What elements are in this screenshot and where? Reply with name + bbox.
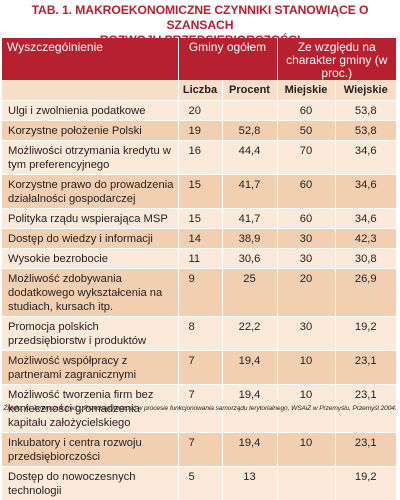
row-urban: 30 — [277, 229, 335, 249]
row-urban: 20 — [277, 269, 335, 317]
table-row: Inkubatory i centra rozwoju przedsiębior… — [2, 433, 396, 467]
data-table: Wyszczególnienie Gminy ogółem Ze względu… — [2, 38, 396, 500]
row-count: 9 — [178, 269, 222, 317]
row-rural: 34,6 — [335, 141, 396, 175]
row-urban: 60 — [277, 209, 335, 229]
row-count: 14 — [178, 229, 222, 249]
table-row: Możliwości otrzymania kredytu w tym pref… — [2, 141, 396, 175]
table-row: Możliwość zdobywania dodatkowego wykszta… — [2, 269, 396, 317]
row-urban: 30 — [277, 317, 335, 351]
row-percent: 38,9 — [222, 229, 277, 249]
row-count: 5 — [178, 467, 222, 500]
header-ze-wzgledu-na-charakter: Ze względu na charakter gminy (w proc.) — [277, 38, 396, 80]
row-percent: 19,4 — [222, 351, 277, 385]
row-rural: 23,1 — [335, 433, 396, 467]
row-percent: 44,4 — [222, 141, 277, 175]
row-count: 8 — [178, 317, 222, 351]
row-count: 20 — [178, 101, 222, 121]
subheader-miejskie: Miejskie — [277, 80, 335, 101]
table-row: Korzystne położenie Polski 19 52,8 50 53… — [2, 121, 396, 141]
row-rural: 23,1 — [335, 351, 396, 385]
row-urban: 30 — [277, 249, 335, 269]
table-row: Możliwość współpracy z partnerami zagran… — [2, 351, 396, 385]
row-label: Możliwość współpracy z partnerami zagran… — [2, 351, 178, 385]
row-urban: 70 — [277, 141, 335, 175]
row-rural: 42,3 — [335, 229, 396, 249]
row-urban: 10 — [277, 351, 335, 385]
row-rural: 26,9 — [335, 269, 396, 317]
row-count: 11 — [178, 249, 222, 269]
table-title-line-1: TAB. 1. MAKROEKONOMICZNE CZYNNIKI STANOW… — [0, 3, 400, 33]
row-percent: 13 — [222, 467, 277, 500]
row-label: Wysokie bezrobocie — [2, 249, 178, 269]
row-percent: 52,8 — [222, 121, 277, 141]
table-row: Dostęp do wiedzy i informacji 14 38,9 30… — [2, 229, 396, 249]
row-label: Możliwości otrzymania kredytu w tym pref… — [2, 141, 178, 175]
row-label: Korzystne położenie Polski — [2, 121, 178, 141]
row-label: Promocja polskich przedsiębiorstw i prod… — [2, 317, 178, 351]
row-label: Dostęp do nowoczesnych technologii — [2, 467, 178, 500]
row-rural: 19,2 — [335, 317, 396, 351]
row-rural: 53,8 — [335, 121, 396, 141]
row-count: 19 — [178, 121, 222, 141]
subheader-procent: Procent — [222, 80, 277, 101]
row-rural: 53,8 — [335, 101, 396, 121]
row-count: 7 — [178, 351, 222, 385]
header-row: Wyszczególnienie Gminy ogółem Ze względu… — [2, 38, 396, 80]
row-label: Polityka rządu wspierająca MSP — [2, 209, 178, 229]
table-row: Promocja polskich przedsiębiorstw i prod… — [2, 317, 396, 351]
row-percent: 22,2 — [222, 317, 277, 351]
source-footnote: Źródło: K. Jaremczuk (red.), Przedsiębio… — [0, 404, 400, 413]
header-gminy-ogolem: Gminy ogółem — [178, 38, 277, 80]
row-count: 7 — [178, 433, 222, 467]
subheader-empty — [2, 80, 178, 101]
row-count: 15 — [178, 175, 222, 209]
row-rural: 34,6 — [335, 175, 396, 209]
table-row: Polityka rządu wspierająca MSP 15 41,7 6… — [2, 209, 396, 229]
row-count: 15 — [178, 209, 222, 229]
row-urban: 10 — [277, 433, 335, 467]
row-rural: 19,2 — [335, 467, 396, 500]
row-label: Ulgi i zwolnienia podatkowe — [2, 101, 178, 121]
subheader-liczba: Liczba — [178, 80, 222, 101]
table-row: Dostęp do nowoczesnych technologii 5 13 … — [2, 467, 396, 500]
row-percent: 41,7 — [222, 175, 277, 209]
row-percent: 19,4 — [222, 433, 277, 467]
row-percent — [222, 101, 277, 121]
header-wyszczegolnienie: Wyszczególnienie — [2, 38, 178, 80]
data-table-wrapper: Wyszczególnienie Gminy ogółem Ze względu… — [2, 38, 396, 500]
table-row: Ulgi i zwolnienia podatkowe 20 60 53,8 — [2, 101, 396, 121]
row-urban: 60 — [277, 101, 335, 121]
row-label: Inkubatory i centra rozwoju przedsiębior… — [2, 433, 178, 467]
row-percent: 41,7 — [222, 209, 277, 229]
row-label: Możliwość zdobywania dodatkowego wykszta… — [2, 269, 178, 317]
row-urban: 50 — [277, 121, 335, 141]
row-urban — [277, 467, 335, 500]
row-label: Korzystne prawo do prowadzenia działalno… — [2, 175, 178, 209]
row-percent: 30,6 — [222, 249, 277, 269]
row-percent: 25 — [222, 269, 277, 317]
row-urban: 60 — [277, 175, 335, 209]
subheader-wiejskie: Wiejskie — [335, 80, 396, 101]
row-rural: 30,8 — [335, 249, 396, 269]
row-rural: 34,6 — [335, 209, 396, 229]
row-count: 16 — [178, 141, 222, 175]
table-row: Korzystne prawo do prowadzenia działalno… — [2, 175, 396, 209]
subheader-row: Liczba Procent Miejskie Wiejskie — [2, 80, 396, 101]
row-label: Dostęp do wiedzy i informacji — [2, 229, 178, 249]
table-row: Wysokie bezrobocie 11 30,6 30 30,8 — [2, 249, 396, 269]
